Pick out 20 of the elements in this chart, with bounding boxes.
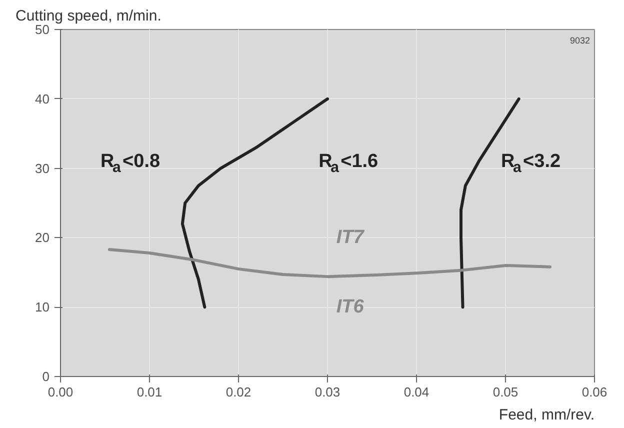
x-tick-label: 0.06 xyxy=(582,384,608,400)
x-tick-label: 0.05 xyxy=(492,384,518,400)
x-tick-label: 0.00 xyxy=(48,384,74,400)
y-tick-label: 0 xyxy=(42,369,50,384)
y-tick-label: 10 xyxy=(35,300,50,315)
x-tick-label: 0.02 xyxy=(226,384,252,400)
line-series xyxy=(108,248,552,278)
x-tick-label: 0.01 xyxy=(136,384,162,400)
x-tick-label: 0.04 xyxy=(404,384,430,400)
y-tick-label: 50 xyxy=(35,22,50,37)
y-tick-label: 20 xyxy=(35,230,50,246)
y-tick-label: 40 xyxy=(35,91,50,106)
annotation: IT7 xyxy=(336,227,366,248)
y-tick-label: 30 xyxy=(35,160,50,176)
x-tick-label: 0.03 xyxy=(314,384,340,400)
annotation: IT6 xyxy=(336,296,364,318)
x-axis-title: Feed, mm/rev. xyxy=(498,406,595,424)
y-axis-title: Cutting speed, m/min. xyxy=(16,8,162,24)
annotation: 9032 xyxy=(570,35,590,46)
line-series xyxy=(460,97,520,309)
